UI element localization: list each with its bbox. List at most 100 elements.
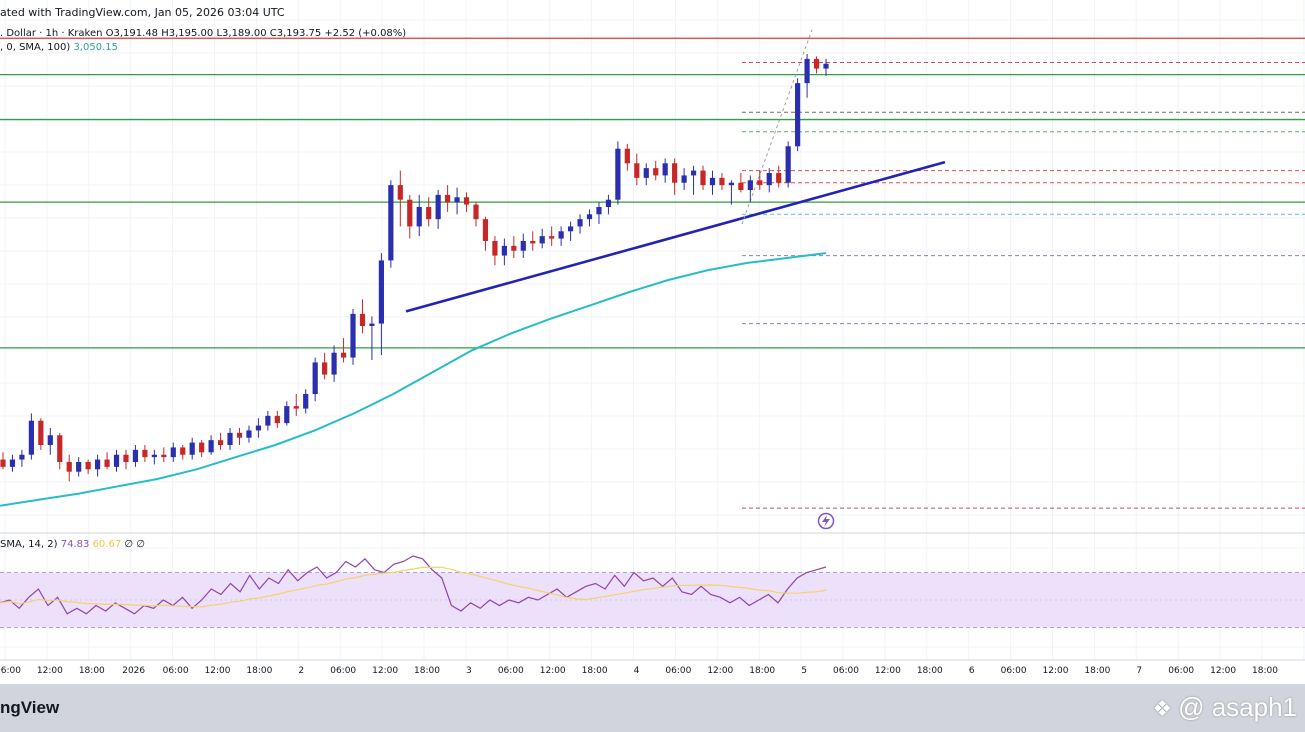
time-tick-label: 12:00 xyxy=(1043,666,1069,676)
candle-body xyxy=(85,462,91,470)
time-tick-label: 18:00 xyxy=(1084,666,1110,676)
rsi-legend-tail: ∅ ∅ xyxy=(124,539,145,550)
dashed-levels xyxy=(742,62,1305,509)
candle-body xyxy=(199,442,205,453)
candle-body xyxy=(492,241,498,256)
candle-body xyxy=(776,173,782,183)
candle-body xyxy=(454,197,460,203)
price-chart[interactable]: 06:00 12:00 18:00 2026 06:00 12:00 18:00 2 06:00… xyxy=(0,0,1305,684)
candle-body xyxy=(66,462,72,472)
rsi-pane xyxy=(0,555,1305,628)
candle-body xyxy=(76,462,82,472)
time-tick-label: 06:00 xyxy=(330,666,356,676)
trendline-layer xyxy=(405,29,946,313)
rsi-legend: SMA, 14, 2) 74.83 60.67 ∅ ∅ xyxy=(0,539,145,550)
time-tick-label: 06:00 xyxy=(498,666,524,676)
candle-body xyxy=(653,168,659,176)
time-tick-label: 2026 xyxy=(122,666,145,676)
sma-legend-value: 3,050.15 xyxy=(73,42,118,53)
candle-body xyxy=(265,415,271,426)
candle-body xyxy=(728,182,735,186)
candle-body xyxy=(766,173,772,186)
candle-body xyxy=(94,459,101,470)
candle-body xyxy=(293,406,299,409)
candle-body xyxy=(785,146,791,183)
candle-body xyxy=(312,362,318,394)
candle-body xyxy=(416,207,422,227)
rsi-value: 74.83 xyxy=(60,539,90,550)
candle-body xyxy=(747,180,753,190)
candle-body xyxy=(104,459,110,467)
candle-body xyxy=(539,236,545,244)
candle-body xyxy=(709,177,716,186)
candle-body xyxy=(180,447,186,455)
watermark-text: @ asaph1 xyxy=(1178,692,1297,722)
footer-bar: ngView ❖ @ asaph1 xyxy=(0,684,1305,732)
candle-body xyxy=(586,214,593,220)
sma-legend-label: , 0, SMA, 100) xyxy=(0,42,71,53)
candle-body xyxy=(9,459,16,467)
candle-body xyxy=(340,352,347,358)
rsi-line xyxy=(0,555,827,615)
candle-body xyxy=(407,199,413,227)
candle-body xyxy=(634,163,640,178)
candle-body xyxy=(473,204,479,220)
time-tick-label: 18:00 xyxy=(414,666,440,676)
candle-body xyxy=(0,459,6,467)
sma-100-line xyxy=(0,252,827,507)
candle-body xyxy=(19,454,25,460)
candle-body xyxy=(823,63,829,69)
candle-body xyxy=(208,440,214,453)
candle-body xyxy=(161,454,167,458)
candle-body xyxy=(445,194,451,203)
candle-body xyxy=(284,406,290,424)
time-tick-label: 12:00 xyxy=(540,666,566,676)
candle-body xyxy=(681,175,687,183)
tradingview-logo[interactable]: ngView xyxy=(0,698,60,717)
candle-body xyxy=(236,432,243,438)
candle-body xyxy=(28,420,34,455)
candle-body xyxy=(662,163,668,176)
watermark: ❖ @ asaph1 xyxy=(1152,692,1297,723)
candle-body xyxy=(274,415,280,424)
candle-body xyxy=(350,313,356,358)
time-tick-label: 12:00 xyxy=(205,666,231,676)
candle-body xyxy=(426,207,432,220)
candle-body xyxy=(795,83,801,147)
time-tick-label: 18:00 xyxy=(582,666,608,676)
time-tick-label: 2 xyxy=(298,666,304,676)
candle-body xyxy=(813,58,820,69)
time-tick-label: 12:00 xyxy=(1210,666,1236,676)
candle-body xyxy=(322,362,328,375)
ohlc-legend: . Dollar · 1h · Kraken O3,191.48 H3,195.… xyxy=(0,28,407,39)
candle-body xyxy=(435,194,441,220)
time-tick-label: 7 xyxy=(1136,666,1142,676)
candle-body xyxy=(142,449,148,458)
rsi-legend-label: SMA, 14, 2) xyxy=(0,539,58,550)
candle-body xyxy=(303,394,309,409)
candle-body xyxy=(482,219,489,241)
candle-body xyxy=(397,185,403,200)
candle-body xyxy=(520,241,526,251)
candle-body xyxy=(217,440,224,445)
candle-body xyxy=(378,260,384,324)
candle-body xyxy=(558,231,564,239)
candle-body xyxy=(757,180,763,186)
time-tick-label: 06:00 xyxy=(665,666,691,676)
candle-body xyxy=(132,449,139,462)
time-axis: 06:00 12:00 18:00 2026 06:00 12:00 18:00 2 06:00… xyxy=(0,659,1305,676)
time-tick-label: 5 xyxy=(801,666,807,676)
candle-body xyxy=(246,430,252,438)
candle-body xyxy=(189,442,195,455)
candle-body xyxy=(567,226,574,232)
rsi-ma-value: 60.67 xyxy=(92,539,122,550)
time-tick-label: 12:00 xyxy=(875,666,901,676)
candle-body xyxy=(227,432,233,445)
bullish-trendline xyxy=(405,160,946,313)
candle-body xyxy=(463,197,470,205)
candle-body xyxy=(113,454,120,467)
rsi-ma-line xyxy=(0,566,827,608)
time-tick-label: 06:00 xyxy=(833,666,859,676)
time-tick-label: 4 xyxy=(634,666,640,676)
candle-body xyxy=(577,219,583,227)
